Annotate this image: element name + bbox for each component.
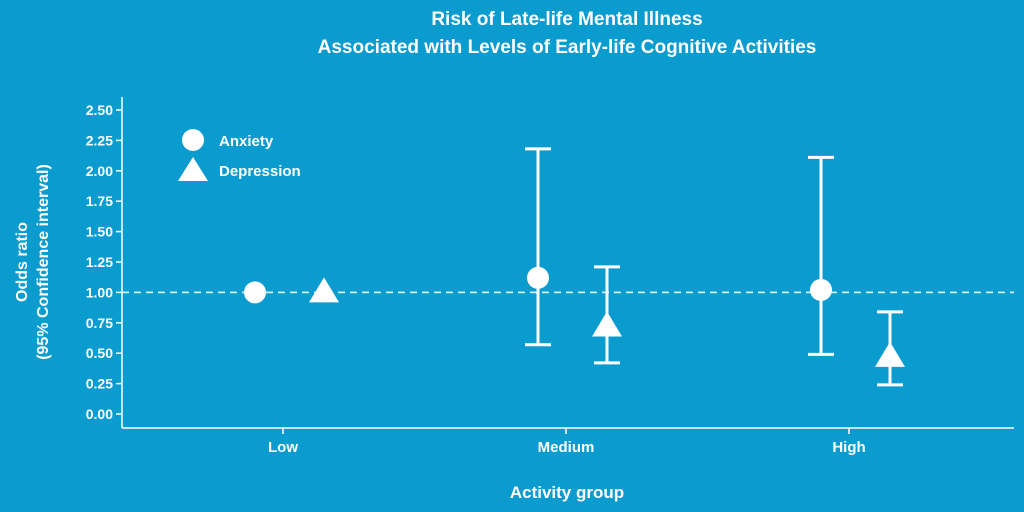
point-depression-low xyxy=(309,277,339,303)
y-ticks: 0.00 0.25 0.50 0.75 1.00 1.25 1.50 1.75 2.00 2.25… xyxy=(86,102,122,422)
y-tick-label: 1.50 xyxy=(86,224,113,240)
legend: Anxiety Depression xyxy=(178,129,301,181)
legend-anxiety-marker xyxy=(182,129,204,151)
y-tick-label: 0.75 xyxy=(86,315,113,331)
point-depression-medium xyxy=(592,311,622,337)
y-axis-title-line1: Odds ratio xyxy=(14,222,31,302)
y-tick-label: 1.75 xyxy=(86,193,113,209)
x-ticks: Low Medium High xyxy=(268,428,866,456)
y-tick-label: 1.25 xyxy=(86,254,113,270)
chart-title-line2: Associated with Levels of Early-life Cog… xyxy=(318,37,817,58)
point-anxiety-high xyxy=(810,278,832,301)
y-tick-label: 2.00 xyxy=(86,163,113,179)
y-tick-label: 0.25 xyxy=(86,376,113,392)
legend-anxiety-label: Anxiety xyxy=(219,133,274,150)
x-tick-label-medium: Medium xyxy=(538,439,595,456)
point-depression-high xyxy=(875,341,905,367)
y-tick-label: 0.50 xyxy=(86,345,113,361)
y-tick-label: 2.25 xyxy=(86,132,113,148)
y-axis-title: Odds ratio (95% Confidence interval) xyxy=(14,164,52,360)
error-bar-anxiety-high xyxy=(808,155,834,356)
x-tick-label-high: High xyxy=(832,439,865,456)
x-axis-title: Activity group xyxy=(510,483,624,502)
error-bar-anxiety-medium xyxy=(525,147,551,347)
y-tick-label: 2.50 xyxy=(86,102,113,118)
y-tick-label: 0.00 xyxy=(86,406,113,422)
legend-depression-marker xyxy=(178,157,208,181)
legend-depression-label: Depression xyxy=(219,163,301,180)
y-tick-label: 1.00 xyxy=(86,284,113,300)
x-tick-label-low: Low xyxy=(268,439,298,456)
point-anxiety-low xyxy=(244,281,266,304)
point-anxiety-medium xyxy=(527,266,549,289)
chart-title-line1: Risk of Late-life Mental Illness xyxy=(431,9,702,30)
data-marks xyxy=(244,147,905,387)
y-axis-title-line2: (95% Confidence interval) xyxy=(35,164,52,360)
